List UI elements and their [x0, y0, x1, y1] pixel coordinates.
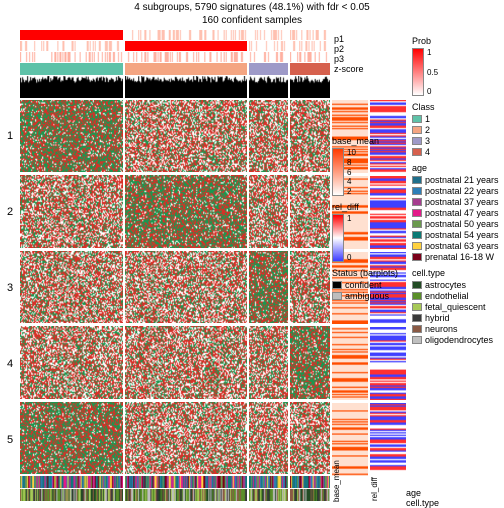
row-labels: 12345 [0, 30, 20, 504]
top-annotations [20, 30, 330, 98]
figure-body: 12345 base_mean rel_diff Prob10.50Class1… [0, 30, 504, 504]
label-p3: p3 [334, 54, 344, 64]
label-age: age [406, 488, 421, 498]
heatmap-main [20, 30, 330, 504]
label-p1: p1 [334, 34, 344, 44]
heatmap-rows [20, 100, 330, 474]
label-p2: p2 [334, 44, 344, 54]
label-celltype: cell.type [406, 498, 439, 508]
legend-panel: Prob10.50Class1234agepostnatal 21 yearsp… [406, 30, 504, 504]
figure-title: 4 subgroups, 5790 signatures (48.1%) wit… [0, 0, 504, 13]
bottom-annotations [20, 476, 330, 504]
figure-subtitle: 160 confident samples [0, 13, 504, 26]
label-zscore: z-score [334, 64, 364, 74]
